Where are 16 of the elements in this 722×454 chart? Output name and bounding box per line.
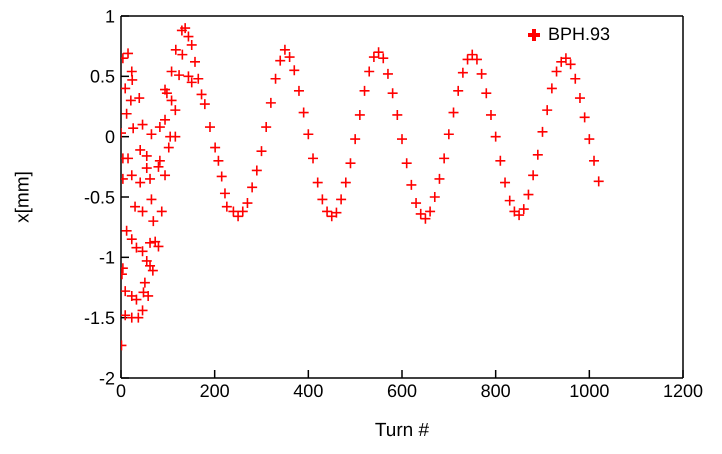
x-tick-label: 800 <box>480 380 511 401</box>
x-tick-label: 1000 <box>569 380 610 401</box>
y-tick-label: 1 <box>104 6 115 26</box>
y-tick-label: -0.5 <box>84 187 115 208</box>
x-tick-label: 600 <box>386 380 418 401</box>
y-tick-label: -2 <box>98 368 115 388</box>
x-tick-label: 1200 <box>662 380 704 401</box>
y-axis-title: x[mm] <box>12 171 34 223</box>
y-tick-label: -1.5 <box>84 308 115 328</box>
legend-label: BPH.93 <box>548 24 610 44</box>
x-tick-label: 400 <box>293 380 324 401</box>
y-tick-label: 0 <box>104 127 115 148</box>
x-axis-title: Turn # <box>374 420 430 441</box>
y-tick-label: -1 <box>98 248 115 268</box>
x-tick-label: 200 <box>200 380 230 401</box>
y-tick-label: 0.5 <box>90 66 115 87</box>
